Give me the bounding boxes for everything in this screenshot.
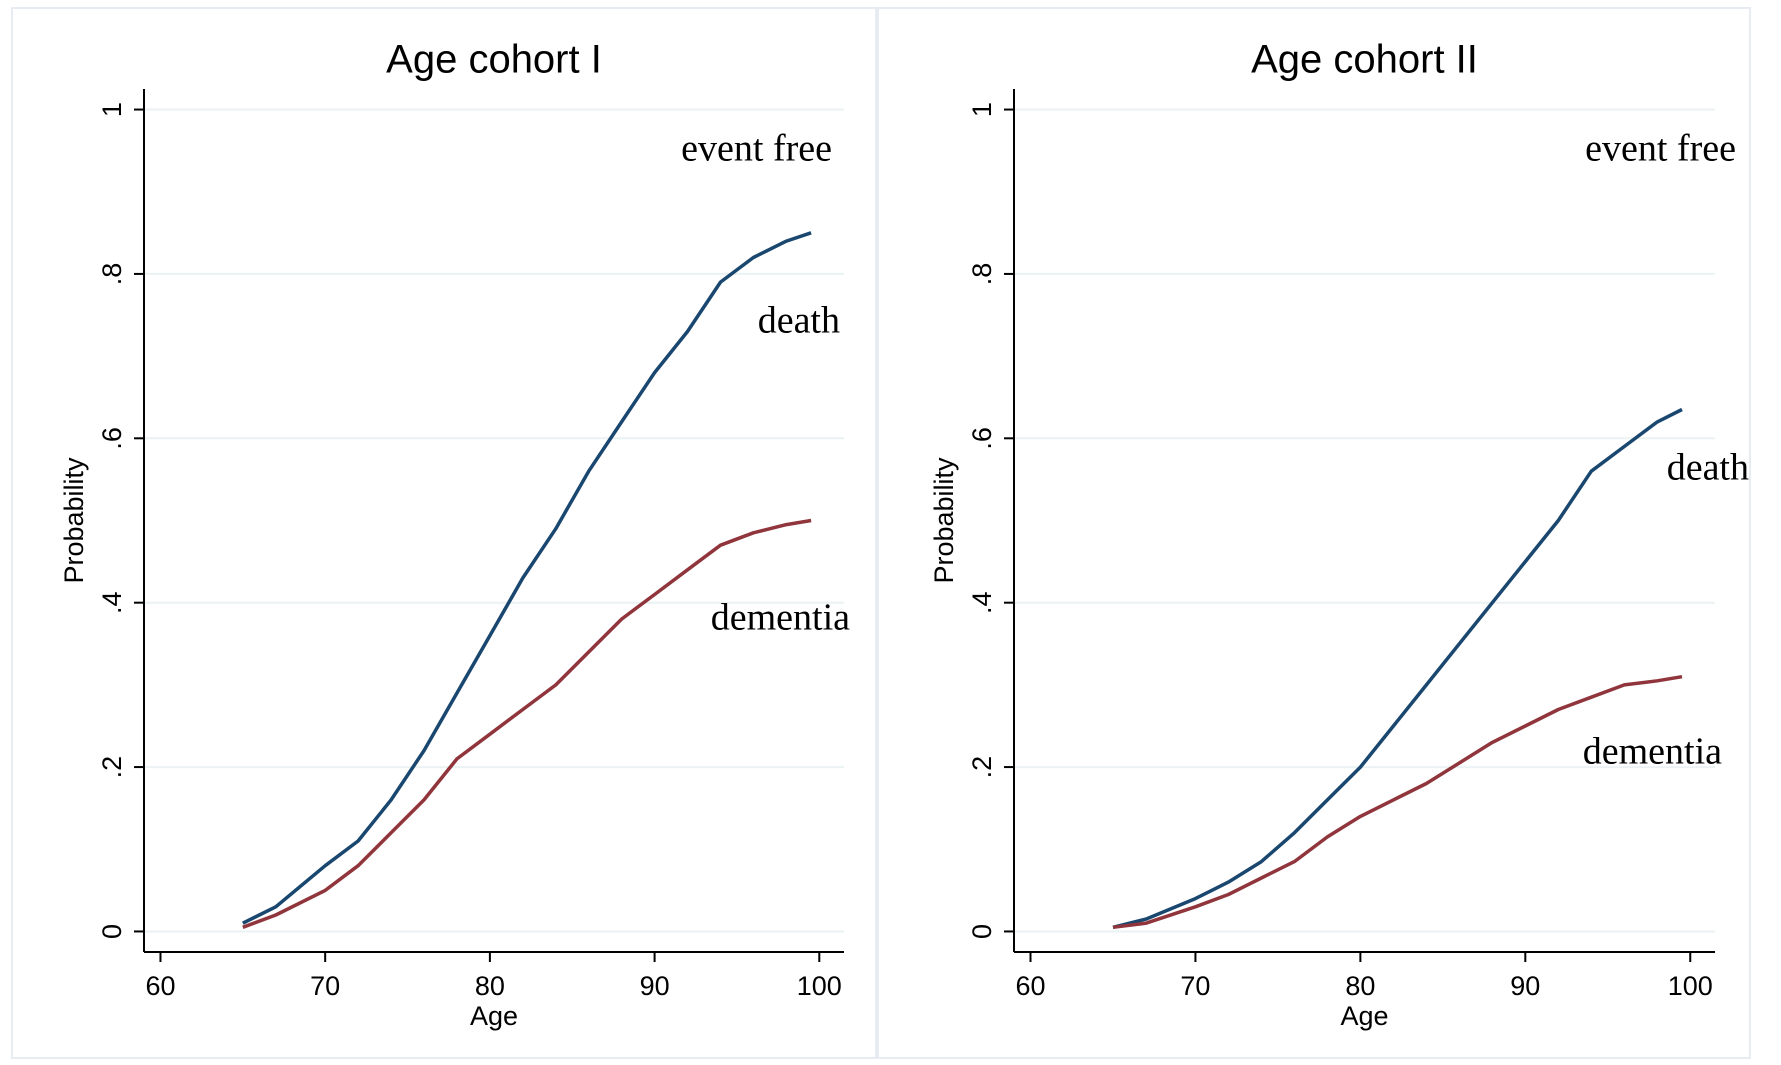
series-label: death [758, 300, 840, 342]
series-line [242, 231, 812, 925]
y-tick-label: .4 [967, 591, 997, 614]
y-tick-label: 1 [967, 102, 997, 117]
y-tick-label: .2 [97, 756, 127, 779]
y-tick-label: .8 [97, 263, 127, 286]
series-label: dementia [711, 597, 850, 639]
panel-frame [11, 7, 877, 1059]
series-line [1112, 674, 1683, 930]
x-tick-label: 70 [310, 971, 340, 1001]
x-axis-label: Age [470, 1001, 518, 1031]
series-line [242, 518, 812, 929]
x-axis-label: Age [1340, 1001, 1388, 1031]
y-tick-label: 0 [967, 924, 997, 939]
chart-title: Age cohort II [1251, 38, 1478, 82]
series-label: dementia [1583, 731, 1722, 773]
y-tick-label: 0 [97, 924, 127, 939]
series-label: death [1667, 447, 1749, 489]
x-tick-label: 70 [1180, 971, 1210, 1001]
chart-title: Age cohort I [386, 38, 602, 82]
y-axis-label: Probability [929, 457, 959, 584]
panel-frame [877, 7, 1751, 1059]
x-tick-label: 90 [1510, 971, 1540, 1001]
x-tick-label: 80 [475, 971, 505, 1001]
annotation: event free [1585, 128, 1736, 170]
series-line [1112, 407, 1683, 929]
y-tick-label: 1 [97, 102, 127, 117]
y-tick-label: .6 [97, 427, 127, 450]
x-tick-label: 80 [1345, 971, 1375, 1001]
y-tick-label: .4 [97, 591, 127, 614]
x-tick-label: 60 [145, 971, 175, 1001]
y-axis-label: Probability [59, 457, 89, 584]
x-tick-label: 60 [1015, 971, 1045, 1001]
x-tick-label: 90 [640, 971, 670, 1001]
y-tick-label: .6 [967, 427, 997, 450]
y-tick-label: .2 [967, 756, 997, 779]
y-tick-label: .8 [967, 263, 997, 286]
x-tick-label: 100 [797, 971, 842, 1001]
annotation: event free [681, 128, 832, 170]
x-tick-label: 100 [1668, 971, 1713, 1001]
